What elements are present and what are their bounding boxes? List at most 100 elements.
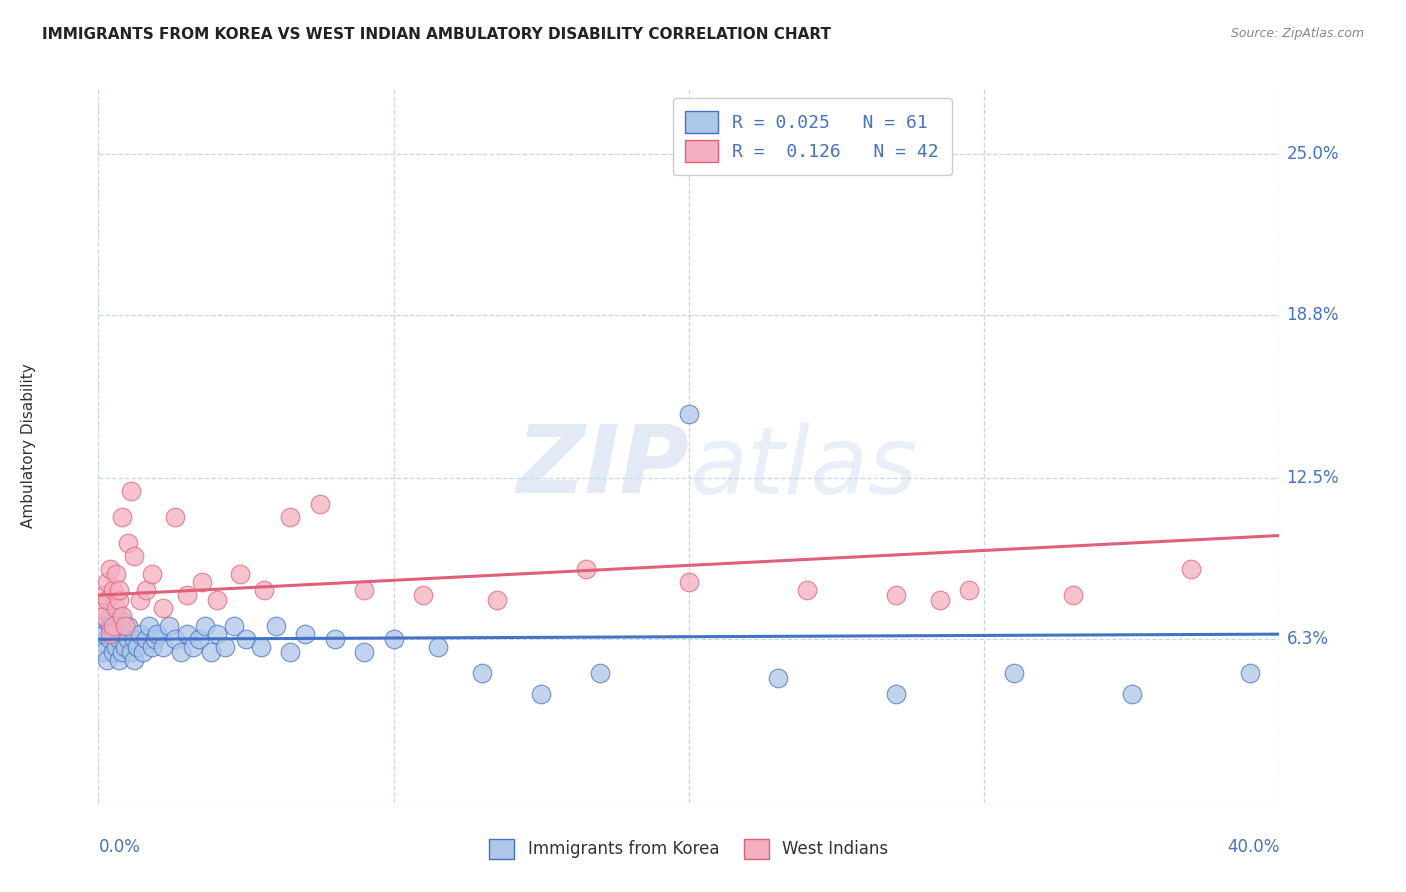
Point — [471, 666, 494, 681]
Point — [194, 619, 217, 633]
Point — [959, 582, 981, 597]
Point — [205, 627, 228, 641]
Point — [382, 632, 405, 647]
Point — [98, 632, 121, 647]
Point — [165, 632, 187, 647]
Point — [146, 627, 169, 641]
Point — [96, 593, 118, 607]
Point — [111, 645, 134, 659]
Text: 0.0%: 0.0% — [98, 838, 141, 856]
Point — [229, 567, 252, 582]
Point — [214, 640, 236, 654]
Point — [309, 497, 332, 511]
Point — [486, 593, 509, 607]
Point — [138, 619, 160, 633]
Point — [96, 614, 118, 628]
Point — [108, 632, 131, 647]
Text: Ambulatory Disability: Ambulatory Disability — [21, 364, 35, 528]
Point — [796, 582, 818, 597]
Point — [108, 593, 131, 607]
Text: Source: ZipAtlas.com: Source: ZipAtlas.com — [1230, 27, 1364, 40]
Point — [108, 582, 131, 597]
Point — [152, 601, 174, 615]
Text: 18.8%: 18.8% — [1286, 306, 1339, 324]
Text: 6.3%: 6.3% — [1286, 631, 1329, 648]
Point — [1062, 588, 1084, 602]
Point — [176, 627, 198, 641]
Point — [278, 510, 302, 524]
Text: IMMIGRANTS FROM KOREA VS WEST INDIAN AMBULATORY DISABILITY CORRELATION CHART: IMMIGRANTS FROM KOREA VS WEST INDIAN AMB… — [42, 27, 831, 42]
Point — [1002, 666, 1025, 681]
Point — [141, 640, 163, 654]
Point — [235, 632, 257, 647]
Text: atlas: atlas — [689, 422, 917, 513]
Point — [678, 407, 700, 421]
Point — [278, 645, 302, 659]
Point — [105, 619, 128, 633]
Point — [264, 619, 287, 633]
Point — [181, 640, 204, 654]
Point — [141, 567, 163, 582]
Point — [1121, 687, 1143, 701]
Point — [884, 588, 907, 602]
Point — [294, 627, 316, 641]
Point — [200, 645, 222, 659]
Point — [114, 627, 136, 641]
Point — [253, 582, 276, 597]
Point — [176, 588, 198, 602]
Point — [96, 653, 118, 667]
Point — [120, 645, 142, 659]
Point — [427, 640, 450, 654]
Point — [323, 632, 346, 647]
Point — [412, 588, 434, 602]
Point — [93, 609, 115, 624]
Point — [98, 627, 121, 641]
Point — [353, 582, 375, 597]
Point — [678, 575, 700, 590]
Point — [98, 609, 121, 624]
Point — [135, 582, 157, 597]
Point — [103, 627, 125, 641]
Point — [1180, 562, 1202, 576]
Text: 25.0%: 25.0% — [1286, 145, 1339, 163]
Point — [128, 627, 150, 641]
Point — [165, 510, 187, 524]
Point — [98, 619, 121, 633]
Point — [111, 609, 134, 624]
Point — [1239, 666, 1261, 681]
Point — [103, 619, 125, 633]
Text: ZIP: ZIP — [516, 421, 689, 514]
Point — [766, 671, 789, 685]
Point — [93, 588, 115, 602]
Point — [90, 601, 112, 615]
Point — [884, 687, 907, 701]
Point — [187, 632, 209, 647]
Point — [132, 645, 155, 659]
Point — [93, 645, 115, 659]
Point — [143, 632, 166, 647]
Point — [98, 562, 121, 576]
Point — [128, 593, 150, 607]
Legend: Immigrants from Korea, West Indians: Immigrants from Korea, West Indians — [482, 832, 896, 866]
Point — [93, 627, 115, 641]
Point — [250, 640, 273, 654]
Point — [96, 575, 118, 590]
Point — [114, 619, 136, 633]
Point — [114, 640, 136, 654]
Point — [103, 582, 125, 597]
Point — [111, 510, 134, 524]
Point — [157, 619, 180, 633]
Point — [117, 536, 139, 550]
Point — [122, 632, 145, 647]
Point — [205, 593, 228, 607]
Point — [530, 687, 553, 701]
Point — [103, 645, 125, 659]
Point — [170, 645, 193, 659]
Point — [117, 619, 139, 633]
Point — [928, 593, 950, 607]
Point — [120, 484, 142, 499]
Point — [105, 640, 128, 654]
Point — [105, 567, 128, 582]
Point — [90, 635, 112, 649]
Point — [108, 653, 131, 667]
